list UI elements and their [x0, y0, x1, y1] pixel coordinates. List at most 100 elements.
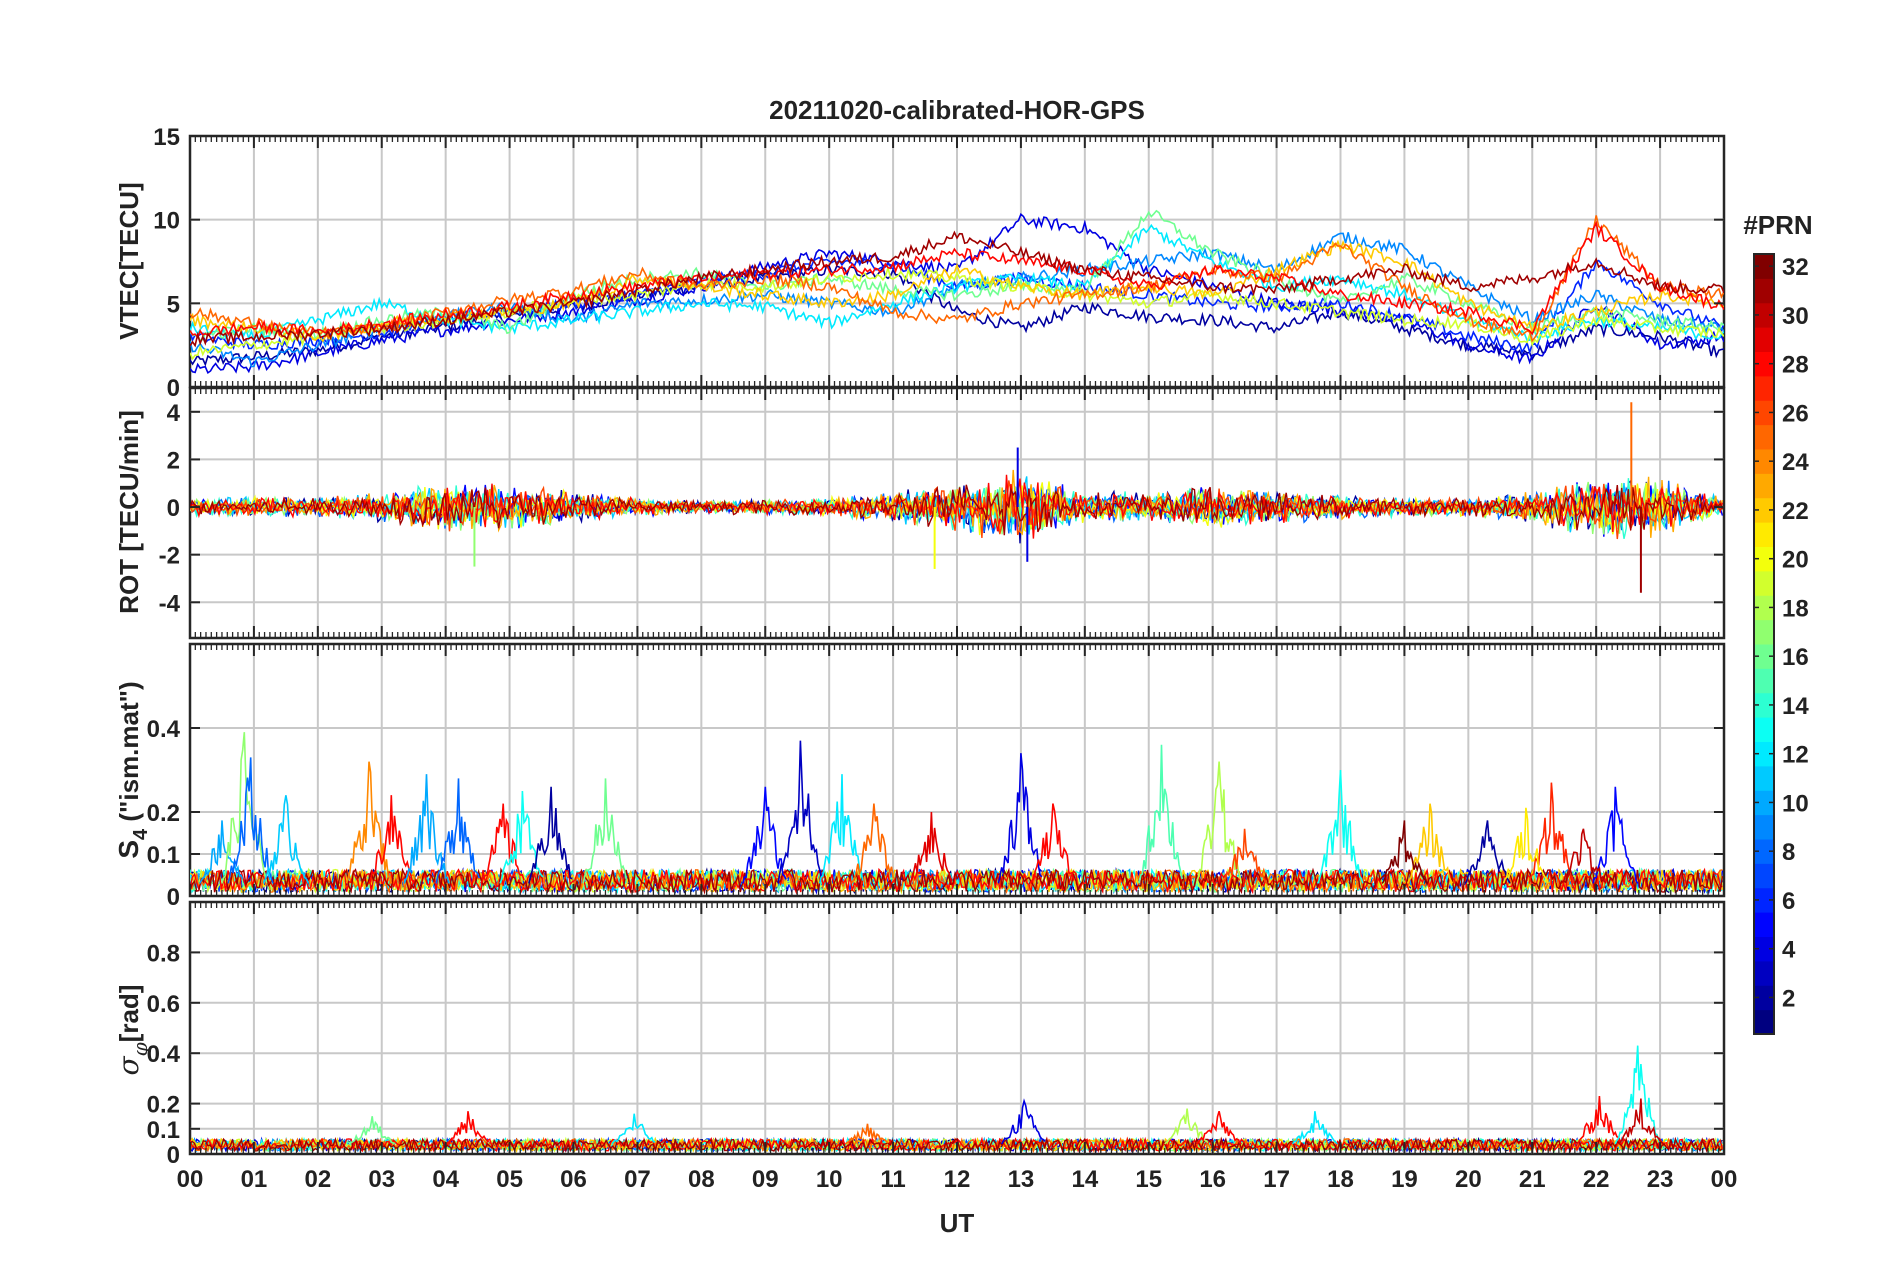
xlabel: UT — [940, 1208, 975, 1238]
s4-peak — [198, 820, 244, 884]
xtick-label: 02 — [304, 1166, 331, 1193]
sigma_phi-peak — [1291, 1111, 1338, 1145]
colorbar-segment — [1754, 717, 1774, 742]
vtec-series-prn22 — [190, 239, 1724, 343]
s4-peak — [1195, 761, 1243, 884]
colorbar-segment — [1754, 668, 1774, 694]
ytick-label: 0.1 — [147, 842, 180, 869]
xtick-label: 13 — [1008, 1166, 1035, 1193]
colorbar-segment — [1754, 790, 1774, 816]
colorbar-tick-label: 26 — [1782, 400, 1809, 427]
colorbar-segment — [1754, 570, 1774, 596]
ytick-label: 10 — [153, 208, 180, 235]
colorbar-frame — [1753, 253, 1775, 1035]
s4-peak — [262, 795, 309, 884]
colorbar-segment — [1754, 278, 1774, 304]
s4-peak — [1406, 803, 1454, 884]
s4-peak — [997, 753, 1043, 884]
rot-series-prn28 — [190, 474, 1724, 539]
s4-peak — [1592, 786, 1639, 884]
s4-peak — [1029, 803, 1075, 884]
xtick-label: 05 — [496, 1166, 523, 1193]
xtick-label: 23 — [1647, 1166, 1674, 1193]
xtick-label: 15 — [1135, 1166, 1162, 1193]
vtec-series-prn31 — [190, 230, 1724, 348]
colorbar-segment — [1754, 254, 1774, 279]
colorbar-segment — [1754, 912, 1774, 937]
colorbar-segment — [1754, 863, 1774, 889]
ytick-label: 5 — [167, 291, 180, 318]
colorbar-tick-label: 24 — [1782, 449, 1809, 476]
ytick-label: 0 — [167, 495, 180, 522]
colorbar-segment — [1754, 522, 1774, 547]
ytick-label: 0.1 — [147, 1117, 180, 1144]
ytick-label: 0.4 — [147, 1041, 181, 1068]
colorbar-tick-label: 28 — [1782, 352, 1809, 379]
colorbar-tick-label: 10 — [1782, 790, 1809, 817]
s4-peak — [1560, 828, 1607, 885]
ylabel-vtec: VTEC[TECU] — [114, 182, 144, 339]
vtec-series-prn28 — [190, 220, 1724, 339]
s4-peak — [368, 795, 415, 884]
xtick-label: 04 — [432, 1166, 459, 1193]
rot-series-prn31 — [190, 484, 1724, 536]
colorbar-segment — [1754, 985, 1774, 1011]
colorbar-tick-label: 20 — [1782, 547, 1809, 574]
ylabel-s4: S4 ("ism.mat") — [113, 681, 152, 858]
s4-peak — [582, 778, 627, 884]
colorbar-tick-label: 22 — [1782, 498, 1809, 525]
ytick-label: 2 — [167, 447, 180, 474]
s4-peak — [1221, 828, 1268, 884]
ylabel-s4-main: S — [113, 840, 144, 859]
s4-peak — [1381, 820, 1428, 884]
colorbar-segment — [1754, 765, 1774, 791]
colorbar-segment — [1754, 741, 1774, 767]
colorbar-segment — [1754, 936, 1774, 962]
s4-peak — [1464, 820, 1511, 884]
s4-peak — [403, 774, 450, 884]
ytick-label: -2 — [159, 543, 180, 570]
s4-peak — [1138, 744, 1184, 884]
s4-peak — [435, 778, 480, 884]
ylabel-sigma-sub: φ — [128, 1042, 152, 1056]
colorbar-segment — [1754, 644, 1774, 669]
colorbar-segment — [1754, 400, 1774, 426]
colorbar-segment — [1754, 887, 1774, 913]
ytick-label: -4 — [159, 590, 181, 617]
xtick-label: 09 — [752, 1166, 779, 1193]
xtick-label: 03 — [368, 1166, 395, 1193]
colorbar-tick-label: 2 — [1782, 985, 1795, 1012]
ylabel-sigma-main: σ — [112, 1055, 145, 1075]
colorbar-label: #PRN — [1743, 210, 1812, 240]
colorbar-segment — [1754, 327, 1774, 352]
ytick-label: 4 — [167, 400, 181, 427]
xtick-label: 17 — [1263, 1166, 1290, 1193]
ylabel-sigma: σφ[rad] — [112, 985, 152, 1076]
ytick-label: 0.2 — [147, 1092, 180, 1119]
s4-peak — [742, 786, 787, 884]
xtick-label: 21 — [1519, 1166, 1546, 1193]
ytick-label: 0.4 — [147, 716, 181, 743]
xtick-label: 18 — [1327, 1166, 1354, 1193]
colorbar-segment — [1754, 473, 1774, 499]
s4-peak — [1317, 769, 1364, 884]
colorbar-segment — [1754, 375, 1774, 401]
ytick-label: 0.2 — [147, 800, 180, 827]
sigma_phi-peak — [349, 1116, 395, 1145]
ytick-label: 0 — [167, 375, 180, 402]
xtick-label: 16 — [1199, 1166, 1226, 1193]
colorbar-segment — [1754, 960, 1774, 986]
xtick-label: 07 — [624, 1166, 651, 1193]
xtick-label: 01 — [241, 1166, 268, 1193]
colorbar-segment — [1754, 595, 1774, 621]
colorbar-segment — [1754, 619, 1774, 645]
s4-peak — [818, 774, 864, 884]
ylabel-s4-sub: 4 — [130, 828, 152, 840]
xtick-label: 11 — [880, 1166, 905, 1193]
colorbar-tick-label: 4 — [1782, 937, 1796, 964]
sigma_phi-peak — [844, 1123, 889, 1145]
ytick-label: 0.6 — [147, 991, 180, 1018]
ylabel-s4-rest: ("ism.mat") — [114, 681, 144, 828]
s4-peak — [777, 740, 822, 884]
